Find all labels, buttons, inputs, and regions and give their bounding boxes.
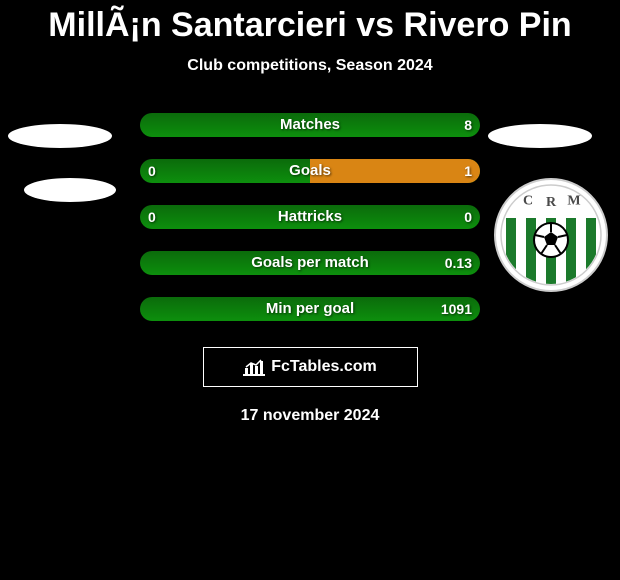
bar-value-left: 0 — [148, 205, 156, 229]
bar-value-right: 8 — [464, 113, 472, 137]
stat-bar: Min per goal1091 — [140, 297, 480, 321]
branding-box: FcTables.com — [203, 347, 418, 387]
svg-text:R: R — [546, 195, 557, 210]
page-date: 17 november 2024 — [0, 407, 620, 425]
svg-text:M: M — [567, 194, 580, 209]
bar-label: Goals per match — [140, 251, 480, 275]
page-title: MillÃ¡n Santarcieri vs Rivero Pin — [0, 0, 620, 45]
chart-icon — [243, 358, 265, 376]
crest-svg: CRM — [494, 178, 608, 292]
bar-value-right: 1091 — [441, 297, 472, 321]
bar-label: Matches — [140, 113, 480, 137]
player-placeholder-ellipse — [24, 178, 116, 202]
stat-bar: Goals per match0.13 — [140, 251, 480, 275]
stat-bar: Goals0 1 — [140, 159, 480, 183]
svg-text:C: C — [523, 194, 533, 209]
player-placeholder-ellipse — [8, 124, 112, 148]
branding-text: FcTables.com — [271, 358, 377, 376]
stat-bar: Matches8 — [140, 113, 480, 137]
bar-value-right: 0.13 — [445, 251, 472, 275]
bar-value-right: 0 — [464, 205, 472, 229]
bar-value-right: 1 — [464, 159, 472, 183]
player-placeholder-ellipse — [488, 124, 592, 148]
bar-label: Hattricks — [140, 205, 480, 229]
stat-bars: Matches8Goals01Hattricks00Goals per matc… — [140, 113, 480, 321]
stat-bar: Hattricks0 0 — [140, 205, 480, 229]
page-subtitle: Club competitions, Season 2024 — [0, 57, 620, 75]
bar-label: Goals — [140, 159, 480, 183]
bar-label: Min per goal — [140, 297, 480, 321]
bar-value-left: 0 — [148, 159, 156, 183]
